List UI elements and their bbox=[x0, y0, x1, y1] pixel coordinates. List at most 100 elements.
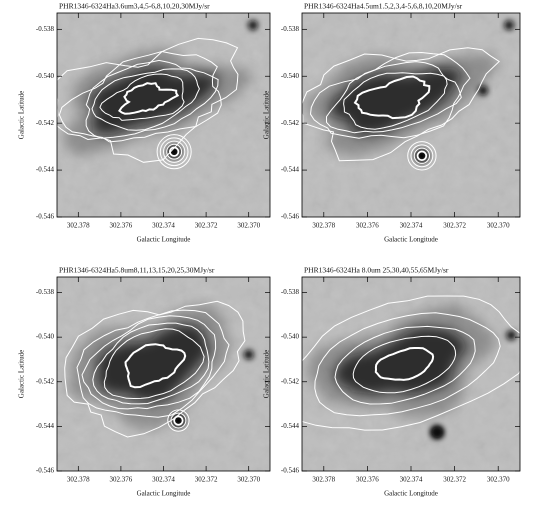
contour bbox=[85, 59, 219, 139]
x-tick-label: 302.378 bbox=[67, 476, 90, 484]
y-axis-label: Galactic Latitude bbox=[18, 350, 26, 398]
star bbox=[247, 20, 258, 31]
x-tick-label: 302.376 bbox=[110, 476, 133, 484]
star bbox=[432, 427, 443, 438]
y-tick-label: -0.546 bbox=[36, 467, 55, 475]
y-tick-label: -0.544 bbox=[281, 166, 300, 174]
y-tick-label: -0.542 bbox=[36, 377, 55, 385]
y-tick-label: -0.546 bbox=[281, 213, 300, 221]
x-tick-label: 302.374 bbox=[152, 222, 175, 230]
y-tick-label: -0.540 bbox=[36, 333, 55, 341]
x-tick-label: 302.376 bbox=[110, 222, 133, 230]
contour bbox=[326, 61, 462, 134]
source-contour bbox=[166, 143, 183, 160]
source-contour bbox=[416, 150, 428, 162]
panel-title: PHR1346-6324Ha 8.0um 25,30,40,55,65MJy/s… bbox=[304, 266, 449, 275]
panel: PHR1346-6324Ha4.5um1.5,2,3,4-5,6,8,10,20… bbox=[263, 2, 521, 244]
y-tick-label: -0.538 bbox=[36, 288, 55, 296]
source-contour bbox=[163, 140, 186, 163]
x-tick-label: 302.372 bbox=[443, 222, 466, 230]
contour bbox=[118, 82, 180, 115]
x-tick-label: 302.374 bbox=[400, 476, 423, 484]
contour bbox=[314, 312, 501, 417]
y-tick-label: -0.540 bbox=[36, 72, 55, 80]
contour bbox=[76, 309, 230, 418]
panel: PHR1346-6324Ha5.8um8,11,13,15,20,25,30MJ… bbox=[18, 266, 271, 498]
x-tick-label: 302.374 bbox=[400, 222, 423, 230]
image bbox=[57, 13, 270, 217]
y-tick-label: -0.542 bbox=[36, 119, 55, 127]
x-axis-label: Galactic Longitude bbox=[384, 236, 438, 244]
panel-title: PHR1346-6324Ha3.6um3,4,5-6,8,10,20,30MJy… bbox=[59, 2, 210, 11]
x-axis-label: Galactic Longitude bbox=[137, 236, 191, 244]
contour bbox=[81, 315, 217, 410]
x-tick-label: 302.378 bbox=[67, 222, 90, 230]
x-tick-label: 302.378 bbox=[312, 476, 335, 484]
contour bbox=[302, 295, 520, 431]
y-tick-label: -0.544 bbox=[36, 166, 55, 174]
star bbox=[477, 85, 488, 96]
source-contour bbox=[167, 409, 190, 432]
panel-title: PHR1346-6324Ha4.5um1.5,2,3,4-5,6,8,10,20… bbox=[304, 2, 463, 11]
y-tick-label: -0.544 bbox=[281, 422, 300, 430]
y-axis-label: Galactic Latitude bbox=[18, 91, 26, 139]
source-contour bbox=[413, 147, 431, 164]
y-tick-label: -0.542 bbox=[281, 377, 300, 385]
contour bbox=[57, 37, 239, 163]
x-tick-label: 302.374 bbox=[152, 476, 175, 484]
source-contour bbox=[170, 412, 187, 429]
y-tick-label: -0.542 bbox=[281, 119, 300, 127]
source-contour bbox=[168, 146, 180, 157]
contour bbox=[92, 322, 210, 405]
source-contour bbox=[173, 415, 184, 426]
contour bbox=[352, 335, 457, 394]
x-tick-label: 302.376 bbox=[356, 476, 379, 484]
star bbox=[504, 20, 515, 31]
y-tick-label: -0.546 bbox=[281, 467, 300, 475]
contour bbox=[124, 343, 187, 389]
image bbox=[57, 277, 270, 471]
y-tick-label: -0.538 bbox=[281, 288, 300, 296]
contour bbox=[374, 347, 435, 381]
x-axis-label: Galactic Longitude bbox=[384, 490, 438, 498]
x-tick-label: 302.370 bbox=[487, 222, 510, 230]
y-tick-label: -0.546 bbox=[36, 213, 55, 221]
contour bbox=[353, 75, 431, 120]
y-tick-label: -0.538 bbox=[36, 25, 55, 33]
x-tick-label: 302.372 bbox=[195, 476, 218, 484]
panel: PHR1346-6324Ha 8.0um 25,30,40,55,65MJy/s… bbox=[263, 266, 521, 498]
y-tick-label: -0.540 bbox=[281, 333, 300, 341]
x-tick-label: 302.376 bbox=[356, 222, 379, 230]
x-tick-label: 302.378 bbox=[312, 222, 335, 230]
contour bbox=[58, 50, 222, 143]
contour bbox=[334, 325, 476, 405]
nebula-halo bbox=[304, 304, 497, 417]
x-tick-label: 302.370 bbox=[237, 222, 260, 230]
contour bbox=[343, 72, 448, 130]
x-tick-label: 302.372 bbox=[195, 222, 218, 230]
x-tick-label: 302.372 bbox=[443, 476, 466, 484]
panel-title: PHR1346-6324Ha5.8um8,11,13,15,20,25,30MJ… bbox=[59, 266, 215, 275]
star bbox=[506, 330, 517, 341]
contour bbox=[103, 328, 205, 400]
nebula-halo bbox=[63, 46, 252, 156]
y-tick-label: -0.540 bbox=[281, 72, 300, 80]
source-contour bbox=[407, 141, 437, 171]
contour bbox=[99, 73, 185, 121]
contour bbox=[91, 68, 200, 131]
x-axis-label: Galactic Longitude bbox=[137, 490, 191, 498]
y-tick-label: -0.544 bbox=[36, 422, 55, 430]
panel: PHR1346-6324Ha3.6um3,4,5-6,8,10,20,30MJy… bbox=[18, 2, 271, 244]
source-contour bbox=[410, 144, 434, 168]
image bbox=[302, 13, 520, 217]
y-axis-label: Galactic Latitude bbox=[263, 350, 271, 398]
x-tick-label: 302.370 bbox=[237, 476, 260, 484]
source-contour bbox=[156, 134, 192, 170]
image bbox=[302, 277, 520, 471]
x-tick-label: 302.370 bbox=[487, 476, 510, 484]
contour bbox=[309, 51, 471, 139]
y-axis-label: Galactic Latitude bbox=[263, 91, 271, 139]
star bbox=[243, 349, 254, 360]
y-tick-label: -0.538 bbox=[281, 25, 300, 33]
